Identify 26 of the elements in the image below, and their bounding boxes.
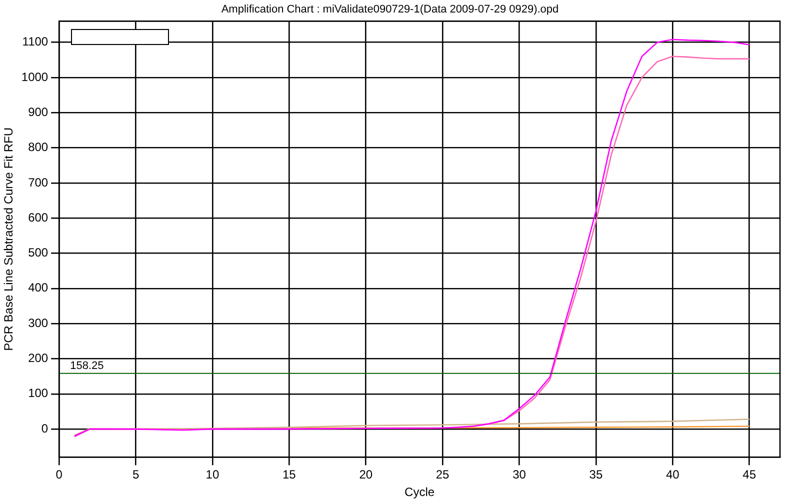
y-tick-label: 100 [28,386,48,400]
y-tick-label: 300 [28,316,48,330]
x-tick-label: 0 [56,468,63,482]
x-tick-label: 5 [132,468,140,482]
x-tick-label: 45 [742,468,756,482]
y-tick-label: 800 [28,140,48,154]
y-tick-label: 1000 [21,70,48,84]
x-tick-label: 15 [282,468,296,482]
y-tick-label: 1100 [22,34,48,49]
y-tick-label: 900 [28,104,48,119]
x-tick-label: 30 [512,468,526,482]
y-tick-label: 700 [28,175,48,190]
x-tick-label: 25 [436,468,450,482]
y-tick-label: 400 [28,280,48,295]
y-axis-title: PCR Base Line Subtracted Curve Fit RFU [2,127,16,351]
y-tick-label: 500 [28,246,48,260]
y-tick-label: 600 [28,210,48,224]
x-axis-title: Cycle [404,485,435,500]
ref-line-label: 158.25 [70,360,104,372]
y-tick-label: 200 [28,351,48,366]
x-tick-label: 20 [359,468,373,482]
x-tick-label: 10 [206,468,220,482]
x-tick-label: 35 [589,468,603,482]
x-tick-label: 40 [666,468,680,482]
y-tick-label: 0 [41,421,48,436]
chart-title: Amplification Chart : miValidate090729-1(Data 2009-07-29 0929).opd [221,4,559,16]
